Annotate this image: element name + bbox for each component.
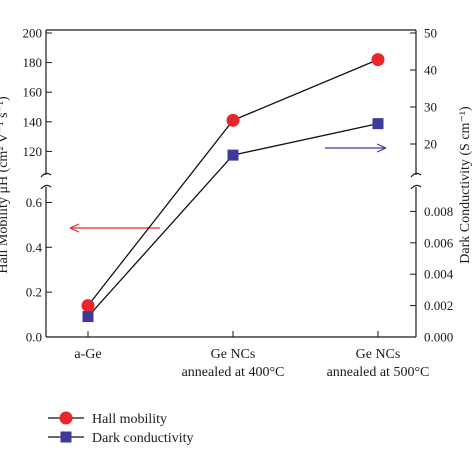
hall-mobility-point <box>81 299 95 313</box>
x-tick-label: annealed at 400°C <box>182 365 285 380</box>
axes <box>40 29 422 338</box>
right-axis-break-mark <box>410 172 422 178</box>
right-tick-label: 20 <box>424 137 437 152</box>
left-tick-label: 160 <box>23 85 43 100</box>
axis-labels: Hall Mobility μH (cm² V⁻¹ s⁻¹) Dark Condu… <box>0 96 473 274</box>
right-axis-break-mark <box>410 184 422 190</box>
right-tick-label: 0.006 <box>424 235 454 250</box>
x-tick-label: annealed at 500°C <box>327 365 430 380</box>
left-tick-label: 200 <box>23 26 43 41</box>
right-pointing-arrowhead <box>376 143 387 153</box>
series-markers <box>81 53 385 323</box>
legend: Hall mobility Dark conductivity <box>48 411 193 446</box>
dark-conductivity-point <box>227 149 239 161</box>
ticks: 120 140 160 180 200 0.0 0.2 0.4 0.6 20 30 40 50 0.000… <box>23 26 454 345</box>
dark-conductivity-point <box>82 311 94 323</box>
left-tick-label: 0.6 <box>26 195 43 210</box>
left-tick-label: 120 <box>23 144 43 159</box>
left-pointing-arrowhead <box>69 223 80 233</box>
right-tick-label: 0.004 <box>424 267 454 282</box>
hall-mobility-point <box>371 53 385 67</box>
x-tick-label: a-Ge <box>74 347 101 362</box>
right-tick-label: 50 <box>424 26 437 41</box>
legend-label-hall-mobility: Hall mobility <box>92 412 167 427</box>
left-tick-label: 0.0 <box>26 330 42 345</box>
right-tick-label: 30 <box>424 100 437 115</box>
left-axis-break-mark <box>40 184 52 190</box>
dark-conductivity-point <box>372 118 384 130</box>
hall-mobility-point <box>226 113 240 127</box>
left-axis-label: Hall Mobility μH (cm² V⁻¹ s⁻¹) <box>0 96 11 274</box>
left-tick-label: 180 <box>23 55 43 70</box>
legend-marker-dark-conductivity <box>60 431 72 443</box>
right-tick-label: 0.008 <box>424 204 453 219</box>
legend-label-dark-conductivity: Dark conductivity <box>92 431 193 446</box>
left-axis-break-mark <box>40 172 52 178</box>
left-tick-label: 0.2 <box>26 285 42 300</box>
category-labels: a-Ge Ge NCs annealed at 400°C Ge NCs anneale… <box>74 347 429 380</box>
legend-marker-hall-mobility <box>59 411 73 425</box>
left-tick-label: 0.4 <box>26 240 43 255</box>
right-axis-label: Dark Conductivity (S cm⁻¹) <box>458 106 473 264</box>
left-tick-label: 140 <box>23 114 43 129</box>
x-tick-label: Ge NCs <box>211 347 256 362</box>
right-tick-label: 0.002 <box>424 298 453 313</box>
right-tick-label: 0.000 <box>424 330 453 345</box>
annotation-arrows <box>69 143 387 233</box>
series-lines <box>87 59 379 318</box>
x-tick-label: Ge NCs <box>356 347 401 362</box>
right-tick-label: 40 <box>424 63 437 78</box>
